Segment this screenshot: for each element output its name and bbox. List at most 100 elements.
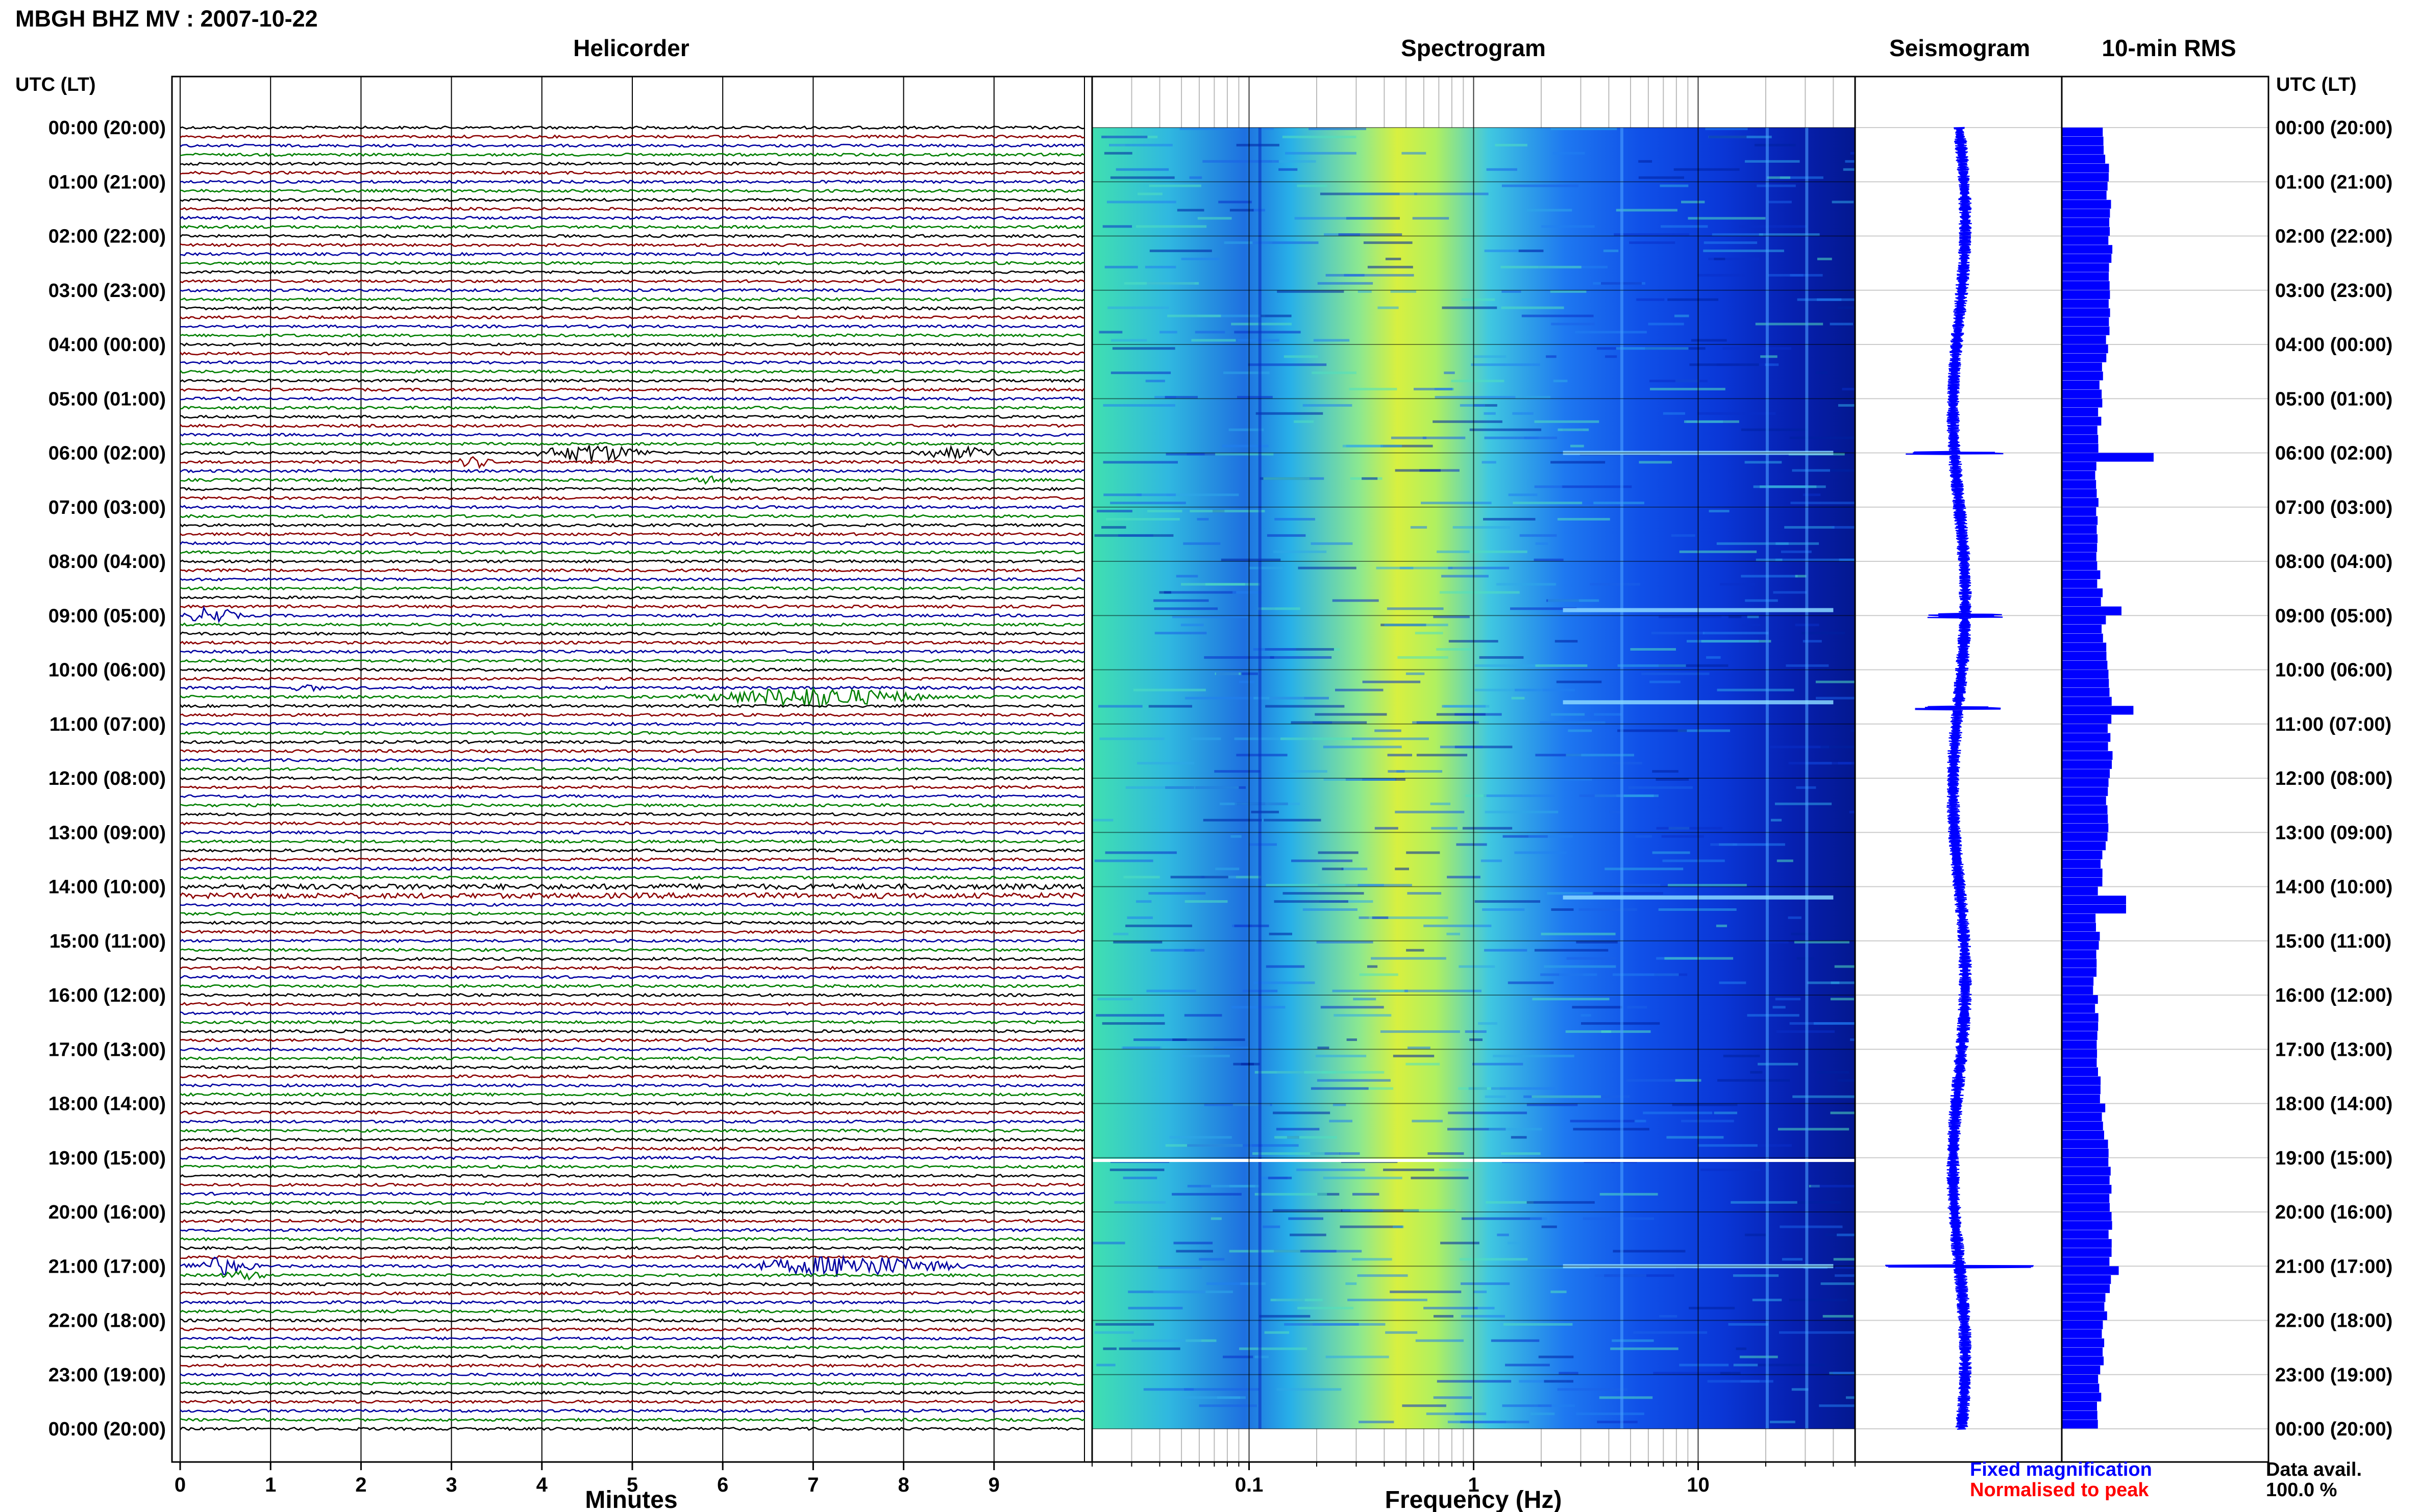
spectrogram-cell <box>1707 1380 1760 1383</box>
rms-bar <box>2062 625 2102 634</box>
helicorder-trace <box>180 197 1085 202</box>
rms-bar <box>2062 1004 2095 1013</box>
spectrogram-cell <box>1388 770 1405 773</box>
spectrogram-cell <box>1202 160 1279 163</box>
helicorder-trace <box>180 1336 1085 1341</box>
spectrogram-cell <box>1511 697 1525 700</box>
spectrogram-cell <box>1423 1306 1478 1309</box>
time-labels-right: 00:00 (20:00) 01:00 (21:00) 02:00 (22:00) 0… <box>2275 117 2392 1440</box>
spectrogram-cell <box>1329 648 1340 651</box>
spectrogram-cell <box>1317 1046 1329 1049</box>
rms-bar <box>2062 480 2096 489</box>
spectrogram-cell <box>1553 380 1568 383</box>
rms-bar <box>2062 913 2096 923</box>
spectrogram-cell <box>1784 526 1835 529</box>
spectrogram-cell <box>1290 1233 1326 1236</box>
spectrogram-cell <box>1263 1225 1280 1228</box>
spectrogram-cell <box>1575 331 1647 334</box>
spectrogram-cell <box>1832 201 1854 204</box>
rms-bar <box>2062 1401 2097 1411</box>
spectrogram-cell <box>1123 1176 1157 1179</box>
helicorder-trace <box>180 1254 1085 1277</box>
spectrogram-cell <box>1309 128 1366 130</box>
helicorder-trace <box>180 975 1085 979</box>
spectrogram-cell <box>1816 697 1855 700</box>
spectrogram-cell <box>1480 859 1502 862</box>
spectrogram-cell <box>1616 347 1689 350</box>
helicorder-trace <box>180 866 1085 871</box>
spectrogram-cell <box>1412 217 1449 220</box>
spectrogram-cell <box>1297 1306 1354 1309</box>
spectrogram-cell <box>1688 217 1766 220</box>
spectrogram-cell <box>1098 705 1143 708</box>
spectrogram-cell <box>1136 900 1152 903</box>
spectrogram-cell <box>1397 656 1448 659</box>
spectrogram-cell <box>1317 282 1373 285</box>
spectrogram-cell <box>1187 1184 1212 1187</box>
spectrogram-cell <box>1170 876 1228 879</box>
spectrogram-cell <box>1136 225 1207 228</box>
spectrogram-cell <box>1597 1421 1638 1424</box>
spectrogram-cell <box>1791 932 1811 935</box>
time-label-right: 16:00 (12:00) <box>2275 985 2392 1006</box>
rms-bar <box>2062 200 2111 209</box>
rms-bar <box>2062 263 2109 272</box>
spectrogram-cell <box>1320 1006 1384 1009</box>
rms-bar <box>2062 724 2108 733</box>
spectrogram-cell <box>1317 1079 1391 1082</box>
spectrogram-cell <box>1395 469 1441 472</box>
spectrogram-cell <box>1264 1331 1290 1334</box>
spectrogram-cell <box>1656 827 1723 830</box>
rms-bar <box>2062 940 2099 950</box>
spectrogram-cell <box>1723 1054 1760 1057</box>
spectrogram-cell <box>1700 1169 1761 1171</box>
spectrogram-cell <box>1465 1030 1487 1033</box>
spectrogram-cell <box>1125 924 1192 927</box>
helicorder-trace <box>180 369 1085 374</box>
rms-bar <box>2062 1022 2099 1031</box>
spectrogram-cell <box>1232 591 1263 594</box>
spectrogram-cell <box>1594 713 1621 716</box>
rms-bar <box>2062 1167 2111 1176</box>
spectrogram-cell <box>1252 241 1319 244</box>
spectrogram-cell <box>1775 558 1855 561</box>
spectrogram-cell <box>1380 1030 1460 1033</box>
spectrogram-cell <box>1482 908 1525 911</box>
rms-bar <box>2062 525 2097 534</box>
spectrogram-cell <box>1236 143 1279 146</box>
helicorder-trace <box>180 956 1085 961</box>
spectrogram-cell <box>1199 1404 1257 1407</box>
spectrogram-cell <box>1760 355 1778 358</box>
rms-bar <box>2062 1230 2109 1239</box>
helicorder-trace <box>180 1381 1085 1386</box>
helicorder-trace <box>180 475 1085 485</box>
rms-bar <box>2062 1031 2097 1040</box>
helicorder-trace <box>180 505 1085 509</box>
spectrogram-cell <box>1197 314 1265 317</box>
spectrogram-cell <box>1573 1128 1649 1131</box>
rms-bar <box>2062 1356 2104 1366</box>
time-label-left: 11:00 (07:00) <box>50 714 166 735</box>
rms-bar <box>2062 1257 2110 1266</box>
time-label-left: 14:00 (10:00) <box>48 877 166 898</box>
helicorder-trace <box>180 215 1085 220</box>
spectrogram-cell <box>1384 624 1448 627</box>
helicorder-trace <box>180 722 1085 727</box>
spectrogram-cell <box>1103 1347 1117 1350</box>
spectrogram-cell <box>1339 1152 1360 1155</box>
spectrogram-cell <box>1460 1421 1529 1424</box>
spectrogram-cell <box>1850 152 1855 155</box>
spectrogram-cell <box>1251 810 1279 813</box>
spectrogram-cell <box>1094 1331 1134 1334</box>
spectrogram-cell <box>1383 1169 1435 1171</box>
spectrogram-cell <box>1173 1242 1213 1245</box>
spectrogram-cell <box>1461 1315 1505 1318</box>
spectrogram-cell <box>1813 1022 1855 1025</box>
spectrogram-cell <box>1172 1038 1245 1041</box>
rms-bar <box>2062 443 2099 453</box>
legend-fixed-magnification: Fixed magnification <box>1970 1459 2152 1480</box>
rms-bar <box>2062 489 2097 498</box>
spectrogram-cell <box>1448 566 1510 569</box>
minute-tick-label: 6 <box>717 1474 728 1496</box>
rms-bar <box>2062 751 2113 760</box>
